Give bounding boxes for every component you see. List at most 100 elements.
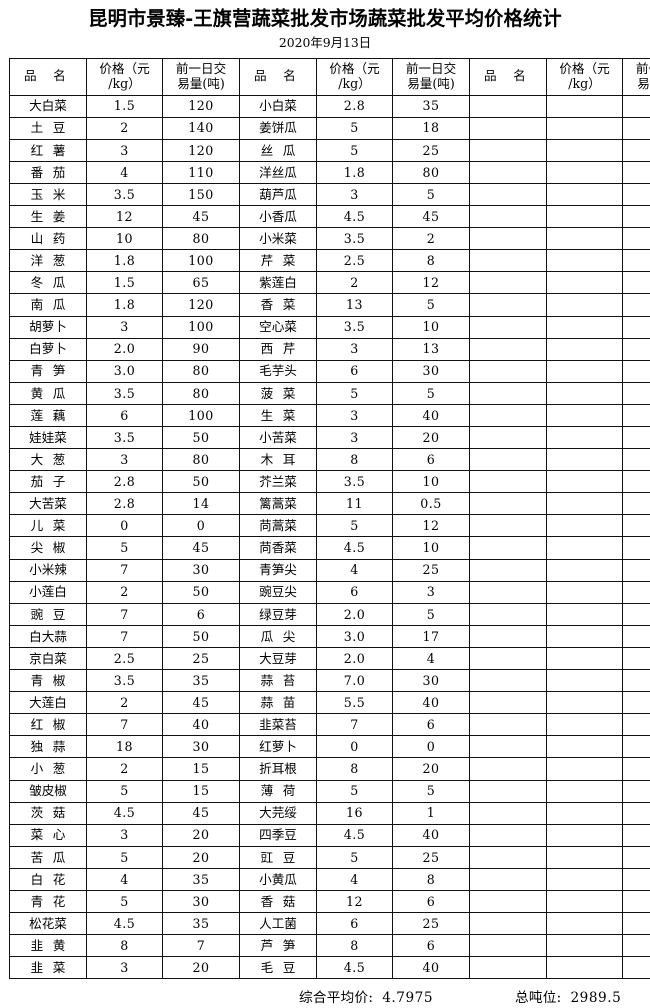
cell-volume	[623, 382, 650, 404]
cell-item-name: 四季豆	[240, 824, 317, 846]
cell-price: 5	[317, 846, 393, 868]
cell-volume: 12	[393, 515, 470, 537]
cell-item-name	[470, 670, 547, 692]
cell-item-name: 儿 菜	[10, 515, 87, 537]
cell-price: 4	[317, 559, 393, 581]
cell-item-name	[470, 824, 547, 846]
cell-item-name: 芹 菜	[240, 250, 317, 272]
cell-item-name: 大芫绥	[240, 802, 317, 824]
cell-price: 0	[87, 515, 163, 537]
cell-price: 3.5	[317, 471, 393, 493]
table-header: 品 名 价格（元 /kg） 前一日交 易量(吨) 品 名 价格（元 /kg） 前…	[10, 58, 650, 95]
cell-item-name: 韭 菜	[10, 957, 87, 979]
cell-price	[547, 736, 623, 758]
cell-price	[547, 404, 623, 426]
cell-price: 2.8	[87, 493, 163, 515]
header-price-line2-1: /kg）	[87, 77, 162, 92]
cell-item-name	[470, 802, 547, 824]
cell-price	[547, 228, 623, 250]
cell-price	[547, 161, 623, 183]
cell-volume: 10	[393, 471, 470, 493]
cell-item-name: 黄 瓜	[10, 382, 87, 404]
cell-item-name: 土 豆	[10, 117, 87, 139]
cell-volume: 45	[163, 206, 240, 228]
cell-item-name: 小 葱	[10, 758, 87, 780]
cell-price: 3	[87, 824, 163, 846]
cell-item-name: 苦 瓜	[10, 846, 87, 868]
cell-item-name	[470, 250, 547, 272]
cell-price: 3.5	[317, 228, 393, 250]
cell-price	[547, 890, 623, 912]
cell-price: 2.8	[87, 471, 163, 493]
cell-item-name: 白大蒜	[10, 625, 87, 647]
cell-item-name	[470, 206, 547, 228]
cell-price: 3	[317, 183, 393, 205]
cell-item-name: 小米辣	[10, 559, 87, 581]
document-page: 昆明市景臻-王旗营蔬菜批发市场蔬菜批发平均价格统计 2020年9月13日 品 名…	[0, 0, 650, 953]
cell-item-name	[470, 382, 547, 404]
cell-price: 5	[317, 139, 393, 161]
cell-volume: 4	[393, 647, 470, 669]
cell-price: 3.5	[317, 316, 393, 338]
cell-volume	[623, 449, 650, 471]
cell-price: 1.8	[87, 294, 163, 316]
cell-volume: 80	[163, 360, 240, 382]
cell-volume: 3	[393, 581, 470, 603]
cell-price	[547, 824, 623, 846]
cell-item-name: 洋 葱	[10, 250, 87, 272]
cell-item-name	[470, 603, 547, 625]
cell-volume: 25	[393, 559, 470, 581]
cell-item-name	[470, 427, 547, 449]
cell-volume: 35	[163, 868, 240, 890]
cell-item-name: 芦 笋	[240, 935, 317, 957]
cell-price: 5.5	[317, 692, 393, 714]
cell-price	[547, 471, 623, 493]
cell-item-name: 生 姜	[10, 206, 87, 228]
header-name-1: 品 名	[10, 58, 87, 95]
cell-item-name	[470, 515, 547, 537]
cell-price: 5	[317, 780, 393, 802]
cell-price	[547, 559, 623, 581]
cell-volume: 20	[163, 846, 240, 868]
cell-volume	[623, 493, 650, 515]
cell-volume: 45	[163, 802, 240, 824]
cell-item-name: 菠 菜	[240, 382, 317, 404]
total-tonnage-summary: 总吨位:2989.5	[515, 986, 621, 1006]
cell-item-name: 茨 菇	[10, 802, 87, 824]
cell-volume: 6	[393, 714, 470, 736]
cell-item-name: 豌 豆	[10, 603, 87, 625]
cell-price: 2	[317, 272, 393, 294]
cell-volume: 25	[393, 139, 470, 161]
cell-volume: 0	[163, 515, 240, 537]
cell-volume: 2	[393, 228, 470, 250]
cell-price	[547, 338, 623, 360]
cell-volume: 25	[393, 913, 470, 935]
cell-price: 3	[317, 338, 393, 360]
cell-price: 5	[87, 537, 163, 559]
cell-price: 3.5	[87, 183, 163, 205]
cell-volume	[623, 890, 650, 912]
cell-volume: 30	[163, 559, 240, 581]
cell-price	[547, 714, 623, 736]
cell-volume: 10	[393, 316, 470, 338]
cell-item-name: 西 芹	[240, 338, 317, 360]
cell-volume	[623, 183, 650, 205]
cell-price: 5	[317, 515, 393, 537]
cell-volume: 5	[393, 780, 470, 802]
cell-volume: 80	[163, 228, 240, 250]
cell-price	[547, 272, 623, 294]
cell-price: 2	[87, 581, 163, 603]
cell-item-name	[470, 890, 547, 912]
cell-volume	[623, 625, 650, 647]
cell-item-name	[470, 537, 547, 559]
vegetable-price-table: 品 名 价格（元 /kg） 前一日交 易量(吨) 品 名 价格（元 /kg） 前…	[9, 58, 650, 980]
